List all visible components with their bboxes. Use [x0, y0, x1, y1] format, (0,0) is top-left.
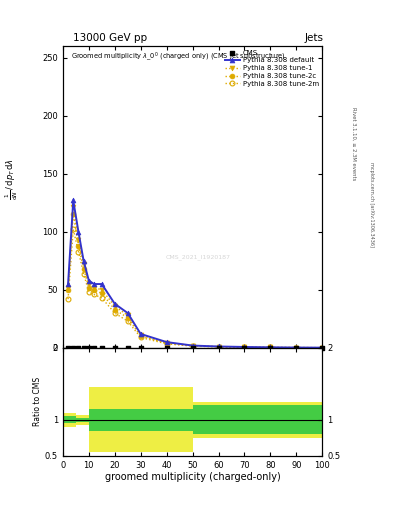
Pythia 8.308 tune-2m	[99, 295, 104, 301]
Pythia 8.308 tune-1	[242, 344, 247, 350]
Pythia 8.308 tune-2m	[92, 291, 96, 297]
CMS	[99, 344, 105, 352]
CMS	[86, 344, 92, 352]
Text: CMS_2021_I1920187: CMS_2021_I1920187	[165, 254, 230, 260]
Pythia 8.308 tune-2c	[268, 345, 273, 351]
CMS	[75, 344, 82, 352]
Line: Pythia 8.308 tune-1: Pythia 8.308 tune-1	[66, 205, 325, 350]
Pythia 8.308 tune-1	[71, 204, 75, 210]
Pythia 8.308 tune-2c	[66, 287, 70, 293]
CMS	[189, 344, 196, 352]
Pythia 8.308 tune-2m	[320, 345, 325, 351]
Pythia 8.308 tune-2c	[138, 333, 143, 339]
Pythia 8.308 default	[125, 310, 130, 316]
CMS	[112, 344, 118, 352]
Text: Jets: Jets	[305, 33, 324, 44]
Pythia 8.308 tune-2m	[76, 248, 81, 254]
Text: Rivet 3.1.10, ≥ 2.3M events: Rivet 3.1.10, ≥ 2.3M events	[351, 106, 356, 180]
CMS	[241, 344, 248, 352]
Pythia 8.308 tune-1	[76, 237, 81, 243]
Pythia 8.308 default	[81, 258, 86, 264]
Pythia 8.308 tune-2m	[294, 345, 299, 351]
Pythia 8.308 tune-2c	[76, 243, 81, 249]
CMS	[163, 344, 170, 352]
Pythia 8.308 tune-1	[190, 343, 195, 349]
Pythia 8.308 tune-1	[294, 345, 299, 351]
Pythia 8.308 tune-1	[125, 312, 130, 318]
Y-axis label: Ratio to CMS: Ratio to CMS	[33, 377, 42, 426]
Pythia 8.308 tune-2c	[99, 290, 104, 296]
Pythia 8.308 tune-2m	[86, 289, 91, 295]
Pythia 8.308 tune-2c	[294, 345, 299, 351]
Line: Pythia 8.308 tune-2c: Pythia 8.308 tune-2c	[66, 212, 325, 350]
Pythia 8.308 default	[86, 278, 91, 284]
CMS	[81, 344, 87, 352]
Pythia 8.308 tune-1	[320, 345, 325, 351]
Pythia 8.308 tune-2m	[138, 334, 143, 340]
CMS	[138, 344, 144, 352]
Pythia 8.308 default	[242, 344, 247, 350]
CMS	[91, 344, 97, 352]
Text: mcplots.cern.ch [arXiv:1306.3436]: mcplots.cern.ch [arXiv:1306.3436]	[369, 162, 374, 247]
Pythia 8.308 tune-2m	[71, 226, 75, 232]
Pythia 8.308 tune-1	[138, 332, 143, 338]
Pythia 8.308 tune-1	[112, 303, 117, 309]
Pythia 8.308 tune-2m	[216, 344, 221, 350]
CMS	[70, 344, 76, 352]
CMS	[65, 344, 71, 352]
Pythia 8.308 tune-2c	[92, 287, 96, 293]
Pythia 8.308 default	[320, 345, 325, 351]
Pythia 8.308 default	[71, 198, 75, 204]
Legend: CMS, Pythia 8.308 default, Pythia 8.308 tune-1, Pythia 8.308 tune-2c, Pythia 8.3: CMS, Pythia 8.308 default, Pythia 8.308 …	[223, 48, 320, 88]
Line: Pythia 8.308 default: Pythia 8.308 default	[66, 198, 325, 350]
Pythia 8.308 tune-2c	[71, 211, 75, 218]
Pythia 8.308 default	[99, 281, 104, 287]
Line: Pythia 8.308 tune-2m: Pythia 8.308 tune-2m	[66, 227, 325, 350]
Pythia 8.308 default	[112, 301, 117, 307]
Text: $\frac{1}{\mathrm{d}N}\,/\,\mathrm{d}p_T\,\mathrm{d}\lambda$: $\frac{1}{\mathrm{d}N}\,/\,\mathrm{d}p_T…	[4, 158, 20, 200]
Pythia 8.308 tune-2c	[86, 285, 91, 291]
Text: Groomed multiplicity $\lambda\_0^0$ (charged only) (CMS jet substructure): Groomed multiplicity $\lambda\_0^0$ (cha…	[71, 51, 286, 63]
Pythia 8.308 tune-1	[164, 339, 169, 346]
Pythia 8.308 default	[190, 343, 195, 349]
Pythia 8.308 default	[268, 344, 273, 350]
X-axis label: groomed multiplicity (charged-only): groomed multiplicity (charged-only)	[105, 472, 281, 482]
Pythia 8.308 tune-2c	[125, 315, 130, 321]
Pythia 8.308 tune-1	[216, 344, 221, 350]
Pythia 8.308 tune-2c	[242, 344, 247, 350]
CMS	[267, 344, 274, 352]
Pythia 8.308 tune-1	[86, 281, 91, 287]
Text: 13000 GeV pp: 13000 GeV pp	[73, 33, 147, 44]
Pythia 8.308 tune-2c	[216, 344, 221, 350]
Pythia 8.308 tune-1	[81, 261, 86, 267]
Pythia 8.308 tune-2m	[112, 310, 117, 316]
Pythia 8.308 default	[216, 344, 221, 350]
Pythia 8.308 tune-2m	[164, 341, 169, 347]
Pythia 8.308 tune-2m	[242, 344, 247, 350]
CMS	[293, 344, 299, 352]
Pythia 8.308 tune-1	[99, 287, 104, 293]
Pythia 8.308 tune-2m	[125, 318, 130, 324]
Pythia 8.308 default	[294, 345, 299, 351]
Pythia 8.308 default	[164, 339, 169, 345]
CMS	[215, 344, 222, 352]
Pythia 8.308 default	[76, 229, 81, 235]
Pythia 8.308 tune-2c	[190, 343, 195, 349]
Pythia 8.308 tune-2m	[66, 296, 70, 302]
Pythia 8.308 tune-2c	[320, 345, 325, 351]
Pythia 8.308 tune-2c	[164, 340, 169, 346]
Pythia 8.308 default	[92, 281, 96, 287]
CMS	[319, 344, 325, 352]
Pythia 8.308 tune-2m	[81, 270, 86, 276]
Pythia 8.308 tune-1	[66, 285, 70, 291]
Pythia 8.308 default	[66, 281, 70, 287]
Pythia 8.308 tune-2c	[112, 307, 117, 313]
Pythia 8.308 tune-1	[92, 285, 96, 291]
CMS	[125, 344, 131, 352]
Pythia 8.308 tune-2m	[190, 343, 195, 349]
Pythia 8.308 tune-2m	[268, 345, 273, 351]
Pythia 8.308 default	[138, 331, 143, 337]
Pythia 8.308 tune-2c	[81, 266, 86, 272]
Pythia 8.308 tune-1	[268, 345, 273, 351]
